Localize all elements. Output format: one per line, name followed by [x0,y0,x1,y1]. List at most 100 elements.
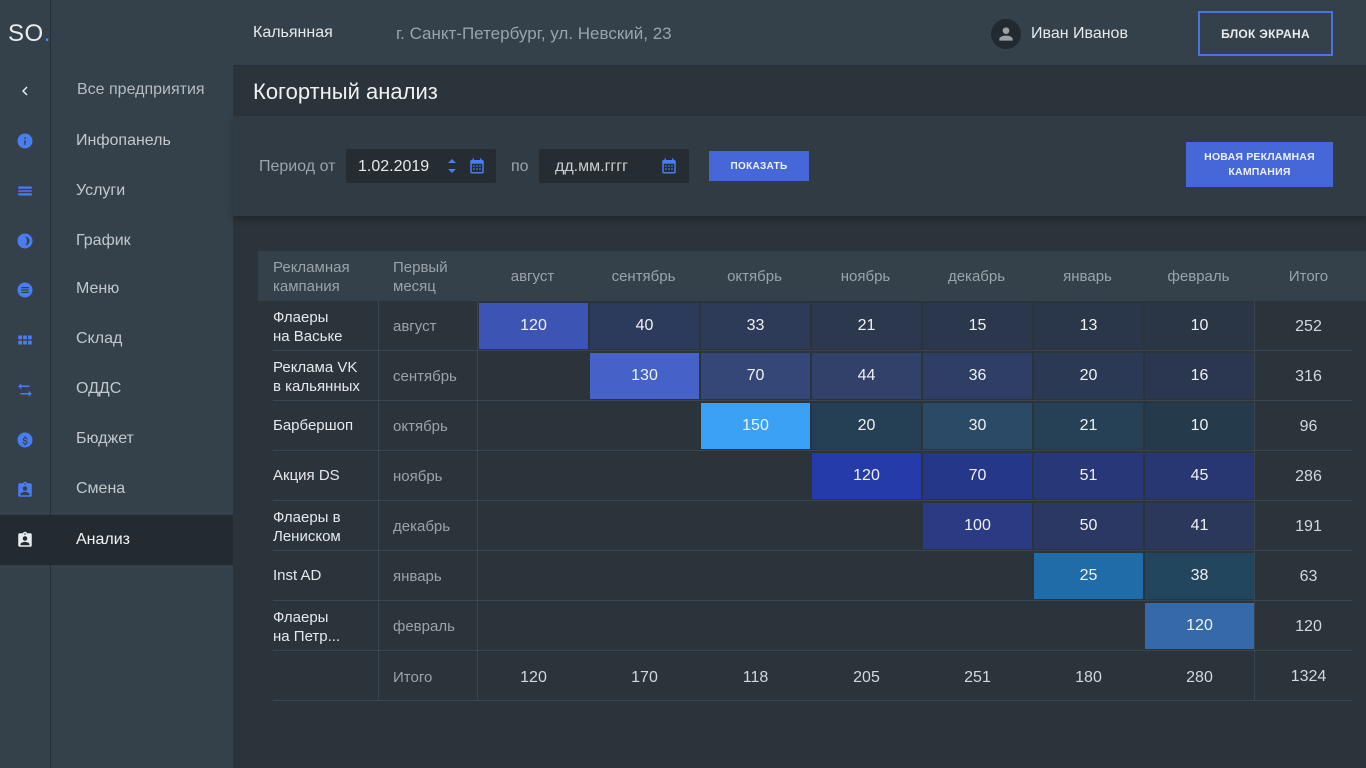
user-avatar-icon[interactable] [991,19,1021,49]
cohort-cell[interactable]: 25 [1034,553,1143,599]
row-divider [273,650,1352,651]
rail-active-highlight [0,515,51,565]
cohort-cell[interactable]: 70 [701,353,810,399]
sidebar-item-analysis[interactable]: Анализ [51,515,233,565]
cohort-cell[interactable]: 120 [812,453,921,499]
row-divider [273,600,1352,601]
column-total: 170 [631,669,658,686]
first-month: декабрь [393,518,451,535]
header-month-6: февраль [1167,268,1230,285]
back-arrow-icon[interactable] [14,80,36,102]
header-month-2: октябрь [727,268,782,285]
campaign-name[interactable]: Флаеры на Ваське [273,309,343,345]
shift-badge-icon[interactable] [15,480,35,500]
cohort-cell[interactable]: 100 [923,503,1032,549]
first-month: сентябрь [393,368,457,385]
schedule-icon[interactable] [15,231,35,251]
cohort-cell[interactable]: 16 [1145,353,1254,399]
column-total: 280 [1186,669,1213,686]
lock-screen-button[interactable]: БЛОК ЭКРАНА [1198,11,1333,56]
first-month: февраль [393,618,455,635]
date-from-input[interactable]: 1.02.2019 [346,149,496,183]
cohort-cell[interactable]: 41 [1145,503,1254,549]
first-month: январь [393,568,442,585]
campaign-name[interactable]: Флаеры на Петр... [273,609,341,645]
show-button[interactable]: ПОКАЗАТЬ [709,151,809,181]
row-total: 286 [1295,468,1322,485]
cohort-cell[interactable]: 120 [479,303,588,349]
venue-address: г. Санкт-Петербург, ул. Невский, 23 [396,24,672,43]
cohort-cell[interactable]: 21 [1034,403,1143,449]
top-header: Кальянная г. Санкт-Петербург, ул. Невски… [233,0,1366,66]
totals-label: Итого [393,669,433,686]
header-month-3: ноябрь [840,268,891,285]
period-to-label: по [511,158,529,175]
header-campaign: Рекламная кампания [273,259,350,295]
filter-bar: Период от 1.02.2019 по дд.мм.гггг ПОКАЗА… [233,116,1366,216]
campaign-name[interactable]: Акция DS [273,467,340,484]
new-campaign-line1: НОВАЯ РЕКЛАМНАЯ [1204,150,1315,163]
cohort-cell[interactable]: 33 [701,303,810,349]
row-total: 63 [1299,568,1318,585]
date-spinner-icon[interactable] [447,156,457,176]
dollar-icon[interactable] [15,430,35,450]
warehouse-grid-icon[interactable] [15,330,35,350]
column-total: 118 [742,669,769,686]
cohort-cell[interactable]: 40 [590,303,699,349]
column-separator [1254,301,1255,701]
date-to-input[interactable]: дд.мм.гггг [539,149,689,183]
first-month: ноябрь [393,468,443,485]
campaign-name[interactable]: Реклама VK в кальянных [273,359,360,395]
cohort-cell[interactable]: 130 [590,353,699,399]
cohort-cell[interactable]: 30 [923,403,1032,449]
campaign-name[interactable]: Inst AD [273,567,322,584]
venue-name[interactable]: Кальянная [253,24,333,41]
sidebar-item-services[interactable]: Услуги [76,182,126,199]
campaign-name[interactable]: Флаеры в Лениском [273,509,341,545]
sidebar-item-menu[interactable]: Меню [76,280,120,297]
campaign-name[interactable]: Барбершоп [273,417,354,434]
services-icon[interactable] [15,181,35,201]
header-month-1: сентябрь [611,268,676,285]
cohort-cell[interactable]: 50 [1034,503,1143,549]
column-total: 251 [964,669,991,686]
calendar-from-icon[interactable] [468,157,486,175]
user-name[interactable]: Иван Иванов [1031,25,1128,42]
sidebar-item-shift[interactable]: Смена [76,480,126,497]
app-logo[interactable]: SO. [8,20,51,47]
cohort-cell[interactable]: 21 [812,303,921,349]
row-total: 96 [1299,418,1318,435]
analysis-badge-icon[interactable] [15,530,35,550]
new-campaign-button[interactable]: НОВАЯ РЕКЛАМНАЯ КАМПАНИЯ [1186,142,1333,187]
sidebar-item-infopanel[interactable]: Инфопанель [76,132,171,149]
menu-list-icon[interactable] [15,280,35,300]
cohort-cell[interactable]: 10 [1145,303,1254,349]
sidebar-item-budget[interactable]: Бюджет [76,430,134,447]
cohort-cell[interactable]: 10 [1145,403,1254,449]
calendar-to-icon[interactable] [660,157,678,175]
swap-arrows-icon[interactable] [15,380,35,400]
icon-rail: SO. [0,0,51,768]
cohort-cell[interactable]: 36 [923,353,1032,399]
sidebar-item-warehouse[interactable]: Склад [76,330,123,347]
row-total: 120 [1295,618,1322,635]
cohort-cell[interactable]: 70 [923,453,1032,499]
cohort-cell[interactable]: 13 [1034,303,1143,349]
cohort-cell[interactable]: 51 [1034,453,1143,499]
cohort-cell[interactable]: 45 [1145,453,1254,499]
info-icon[interactable] [15,131,35,151]
cohort-cell[interactable]: 20 [1034,353,1143,399]
cohort-cell[interactable]: 120 [1145,603,1254,649]
sidebar-item-schedule[interactable]: График [76,232,131,249]
cohort-cell[interactable]: 20 [812,403,921,449]
cohort-cell[interactable]: 150 [701,403,810,449]
row-divider [273,500,1352,501]
sidebar-item-all-enterprises[interactable]: Все предприятия [77,81,205,98]
cohort-cell[interactable]: 38 [1145,553,1254,599]
row-divider [273,700,1352,701]
row-total: 316 [1295,368,1322,385]
cohort-cell[interactable]: 15 [923,303,1032,349]
sidebar-item-odds[interactable]: ОДДС [76,380,122,397]
row-total: 191 [1295,518,1322,535]
cohort-cell[interactable]: 44 [812,353,921,399]
